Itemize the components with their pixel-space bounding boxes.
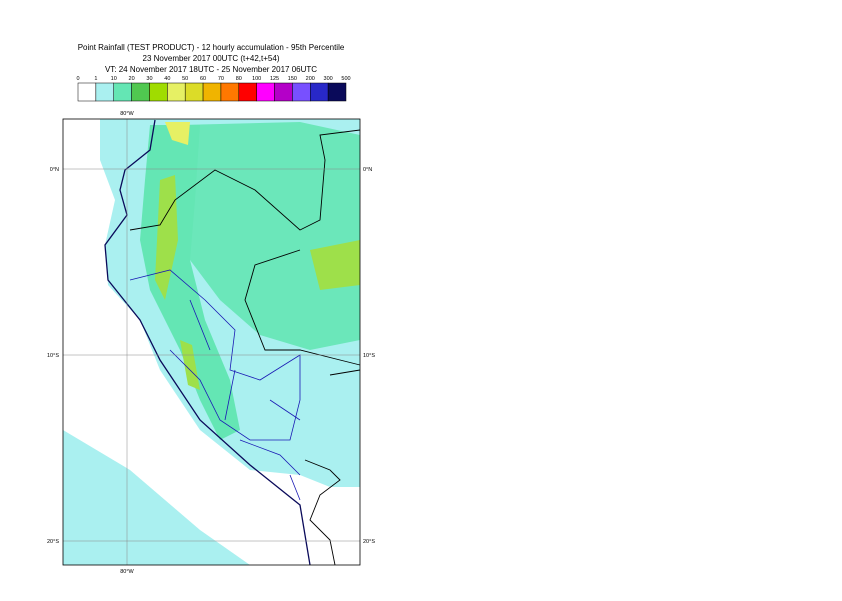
rain-heavy-south <box>180 340 200 390</box>
valid-time: VT: 24 November 2017 18UTC - 25 November… <box>105 65 317 74</box>
colorbar-cell <box>202 82 222 102</box>
colorbar-label: 10 <box>111 76 117 82</box>
colorbar-cell <box>131 82 150 102</box>
colorbar-cell <box>220 82 240 102</box>
lat-label: 20°S <box>363 539 375 545</box>
colorbar-cell <box>327 82 347 102</box>
colorbar: 0 1 10 20 30 40 50 60 70 80 100 125 150 200 300 500 <box>76 76 351 102</box>
colorbar-label: 20 <box>129 76 135 82</box>
colorbar-label: 50 <box>182 76 188 82</box>
title: Point Rainfall (TEST PRODUCT) - 12 hourl… <box>78 43 345 52</box>
colorbar-label: 150 <box>288 76 297 82</box>
colorbar-cell <box>95 82 114 102</box>
colorbar-label: 300 <box>324 76 333 82</box>
colorbar-cell <box>274 82 293 102</box>
colorbar-cell <box>113 82 132 102</box>
border-south <box>304 369 361 566</box>
colorbar-label: 60 <box>200 76 206 82</box>
border-north <box>129 129 361 231</box>
colorbar-cell <box>77 82 97 102</box>
rain-heavy-north <box>165 122 190 145</box>
border-east <box>244 249 361 366</box>
run-time: 23 November 2017 00UTC (t+42,t+54) <box>143 54 280 63</box>
colorbar-label: 500 <box>341 76 350 82</box>
colorbar-label: 30 <box>146 76 152 82</box>
lon-label: 80°W <box>120 569 134 575</box>
colorbar-label: 70 <box>218 76 224 82</box>
lat-label: 0°N <box>50 167 59 173</box>
coastline <box>104 119 311 566</box>
colorbar-label: 40 <box>164 76 170 82</box>
rain-moderate <box>170 122 360 350</box>
colorbar-label: 1 <box>94 76 97 82</box>
colorbar-label: 200 <box>306 76 315 82</box>
map: 80°W 80°W 0°N 0°N 10°S 10°S 20°S 20°S <box>47 111 375 575</box>
colorbar-label: 100 <box>252 76 261 82</box>
colorbar-cell <box>238 82 257 102</box>
colorbar-label: 0 <box>76 76 79 82</box>
rain-heavy-east <box>310 240 360 290</box>
colorbar-cell <box>310 82 329 102</box>
rain-light-ocean <box>63 430 250 565</box>
map-frame <box>62 118 361 566</box>
colorbar-label: 80 <box>236 76 242 82</box>
lat-label: 10°S <box>363 353 375 359</box>
lat-label: 0°N <box>363 167 372 173</box>
colorbar-cell <box>184 82 204 102</box>
colorbar-cell <box>292 82 311 102</box>
colorbar-label: 125 <box>270 76 279 82</box>
colorbar-cell <box>256 82 275 102</box>
lon-label: 80°W <box>120 111 134 117</box>
colorbar-cell <box>167 82 186 102</box>
lat-label: 10°S <box>47 353 59 359</box>
rain-heavy-andes <box>155 175 178 300</box>
colorbar-cell <box>149 82 168 102</box>
lat-label: 20°S <box>47 539 59 545</box>
